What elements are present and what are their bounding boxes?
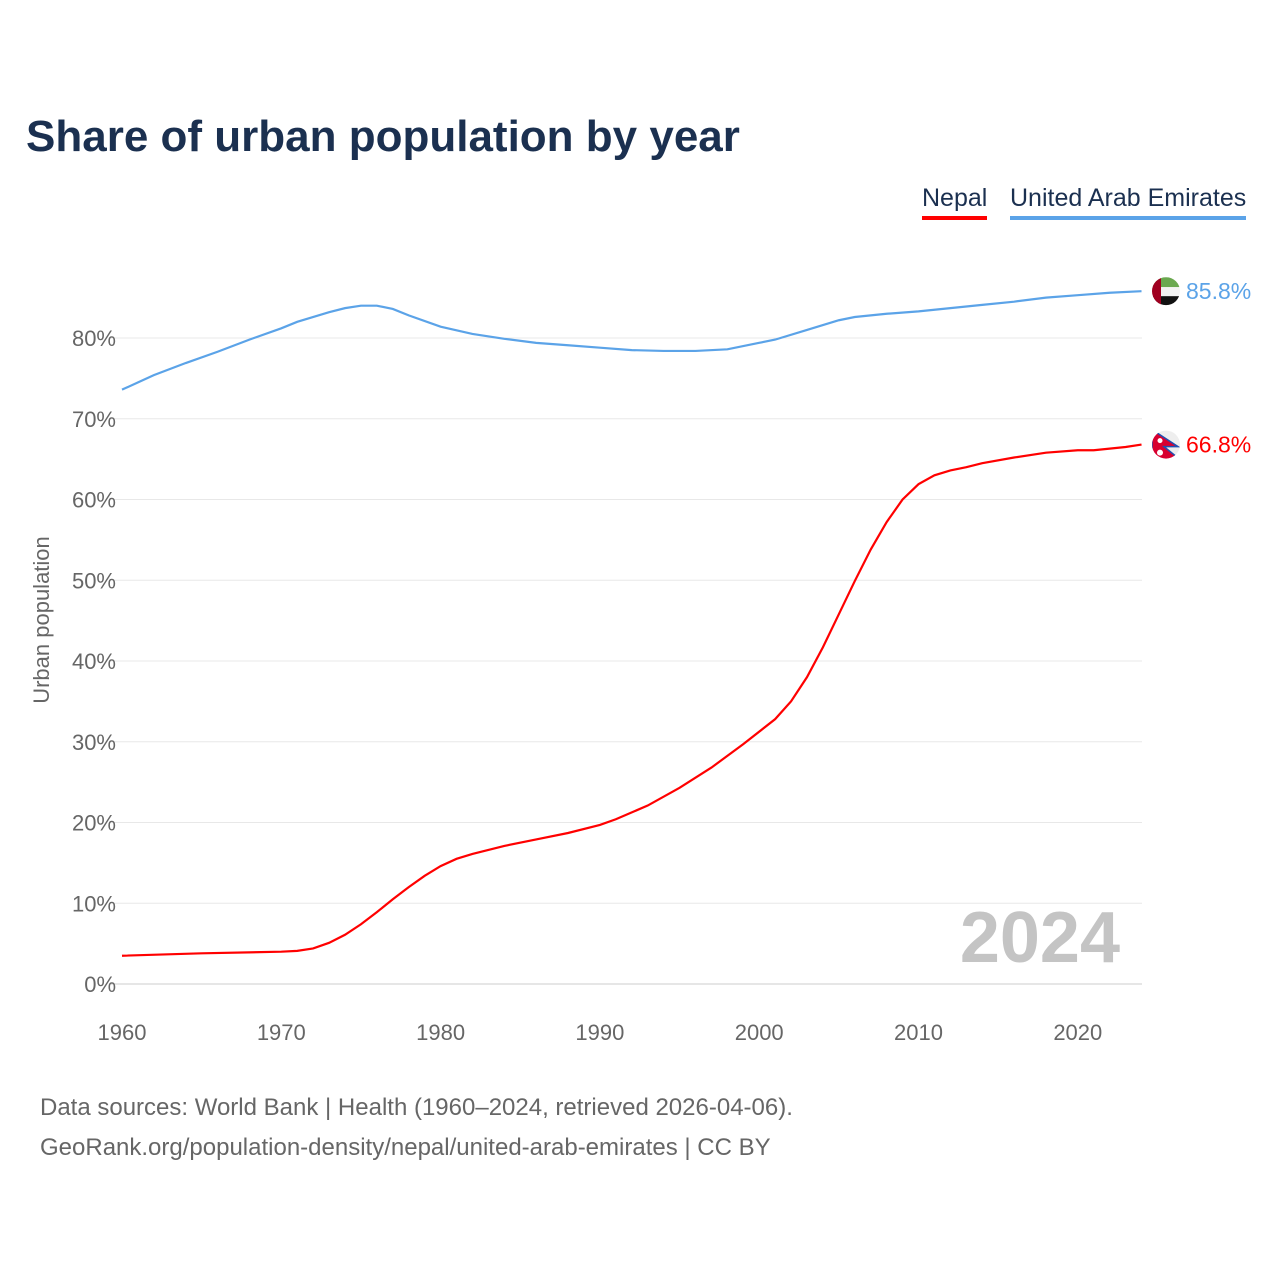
x-tick-label: 2000 bbox=[735, 1020, 784, 1045]
chart-title: Share of urban population by year bbox=[26, 112, 740, 161]
x-tick-label: 2010 bbox=[894, 1020, 943, 1045]
y-tick-label: 70% bbox=[72, 407, 116, 432]
flag-stripe bbox=[1152, 287, 1180, 297]
y-tick-label: 40% bbox=[72, 649, 116, 674]
x-tick-label: 1960 bbox=[98, 1020, 147, 1045]
source-note: Data sources: World Bank | Health (1960–… bbox=[40, 1088, 793, 1168]
y-tick-label: 80% bbox=[72, 326, 116, 351]
y-tick-label: 20% bbox=[72, 811, 116, 836]
legend-nepal[interactable]: Nepal bbox=[922, 184, 988, 220]
nepal-flag-icon bbox=[1152, 430, 1180, 459]
flag-sun bbox=[1157, 449, 1163, 456]
x-tick-label: 1970 bbox=[257, 1020, 306, 1045]
y-tick-label: 50% bbox=[72, 568, 116, 593]
y-tick-label: 30% bbox=[72, 730, 116, 755]
series-line-uae bbox=[121, 290, 1142, 391]
y-tick-label: 10% bbox=[72, 891, 116, 916]
series-line-nepal bbox=[121, 443, 1142, 957]
legend-uae[interactable]: United Arab Emirates bbox=[1010, 184, 1247, 220]
x-tick-label: 2020 bbox=[1053, 1020, 1102, 1045]
x-tick-label: 1980 bbox=[416, 1020, 465, 1045]
flag-stripe bbox=[1152, 296, 1180, 306]
flag-stripe bbox=[1152, 277, 1161, 306]
end-label-nepal: 66.8% bbox=[1186, 432, 1251, 458]
source-line-2[interactable]: GeoRank.org/population-density/nepal/uni… bbox=[40, 1134, 771, 1161]
flag-moon bbox=[1157, 438, 1163, 444]
uae-flag-icon bbox=[1152, 277, 1180, 306]
y-tick-label: 60% bbox=[72, 488, 116, 513]
source-line-1: Data sources: World Bank | Health (1960–… bbox=[40, 1094, 793, 1121]
x-tick-label: 1990 bbox=[575, 1020, 624, 1045]
end-label-uae: 85.8% bbox=[1186, 278, 1251, 304]
flag-stripe bbox=[1152, 277, 1180, 288]
y-tick-label: 0% bbox=[84, 972, 116, 997]
year-watermark: 2024 bbox=[960, 898, 1120, 978]
